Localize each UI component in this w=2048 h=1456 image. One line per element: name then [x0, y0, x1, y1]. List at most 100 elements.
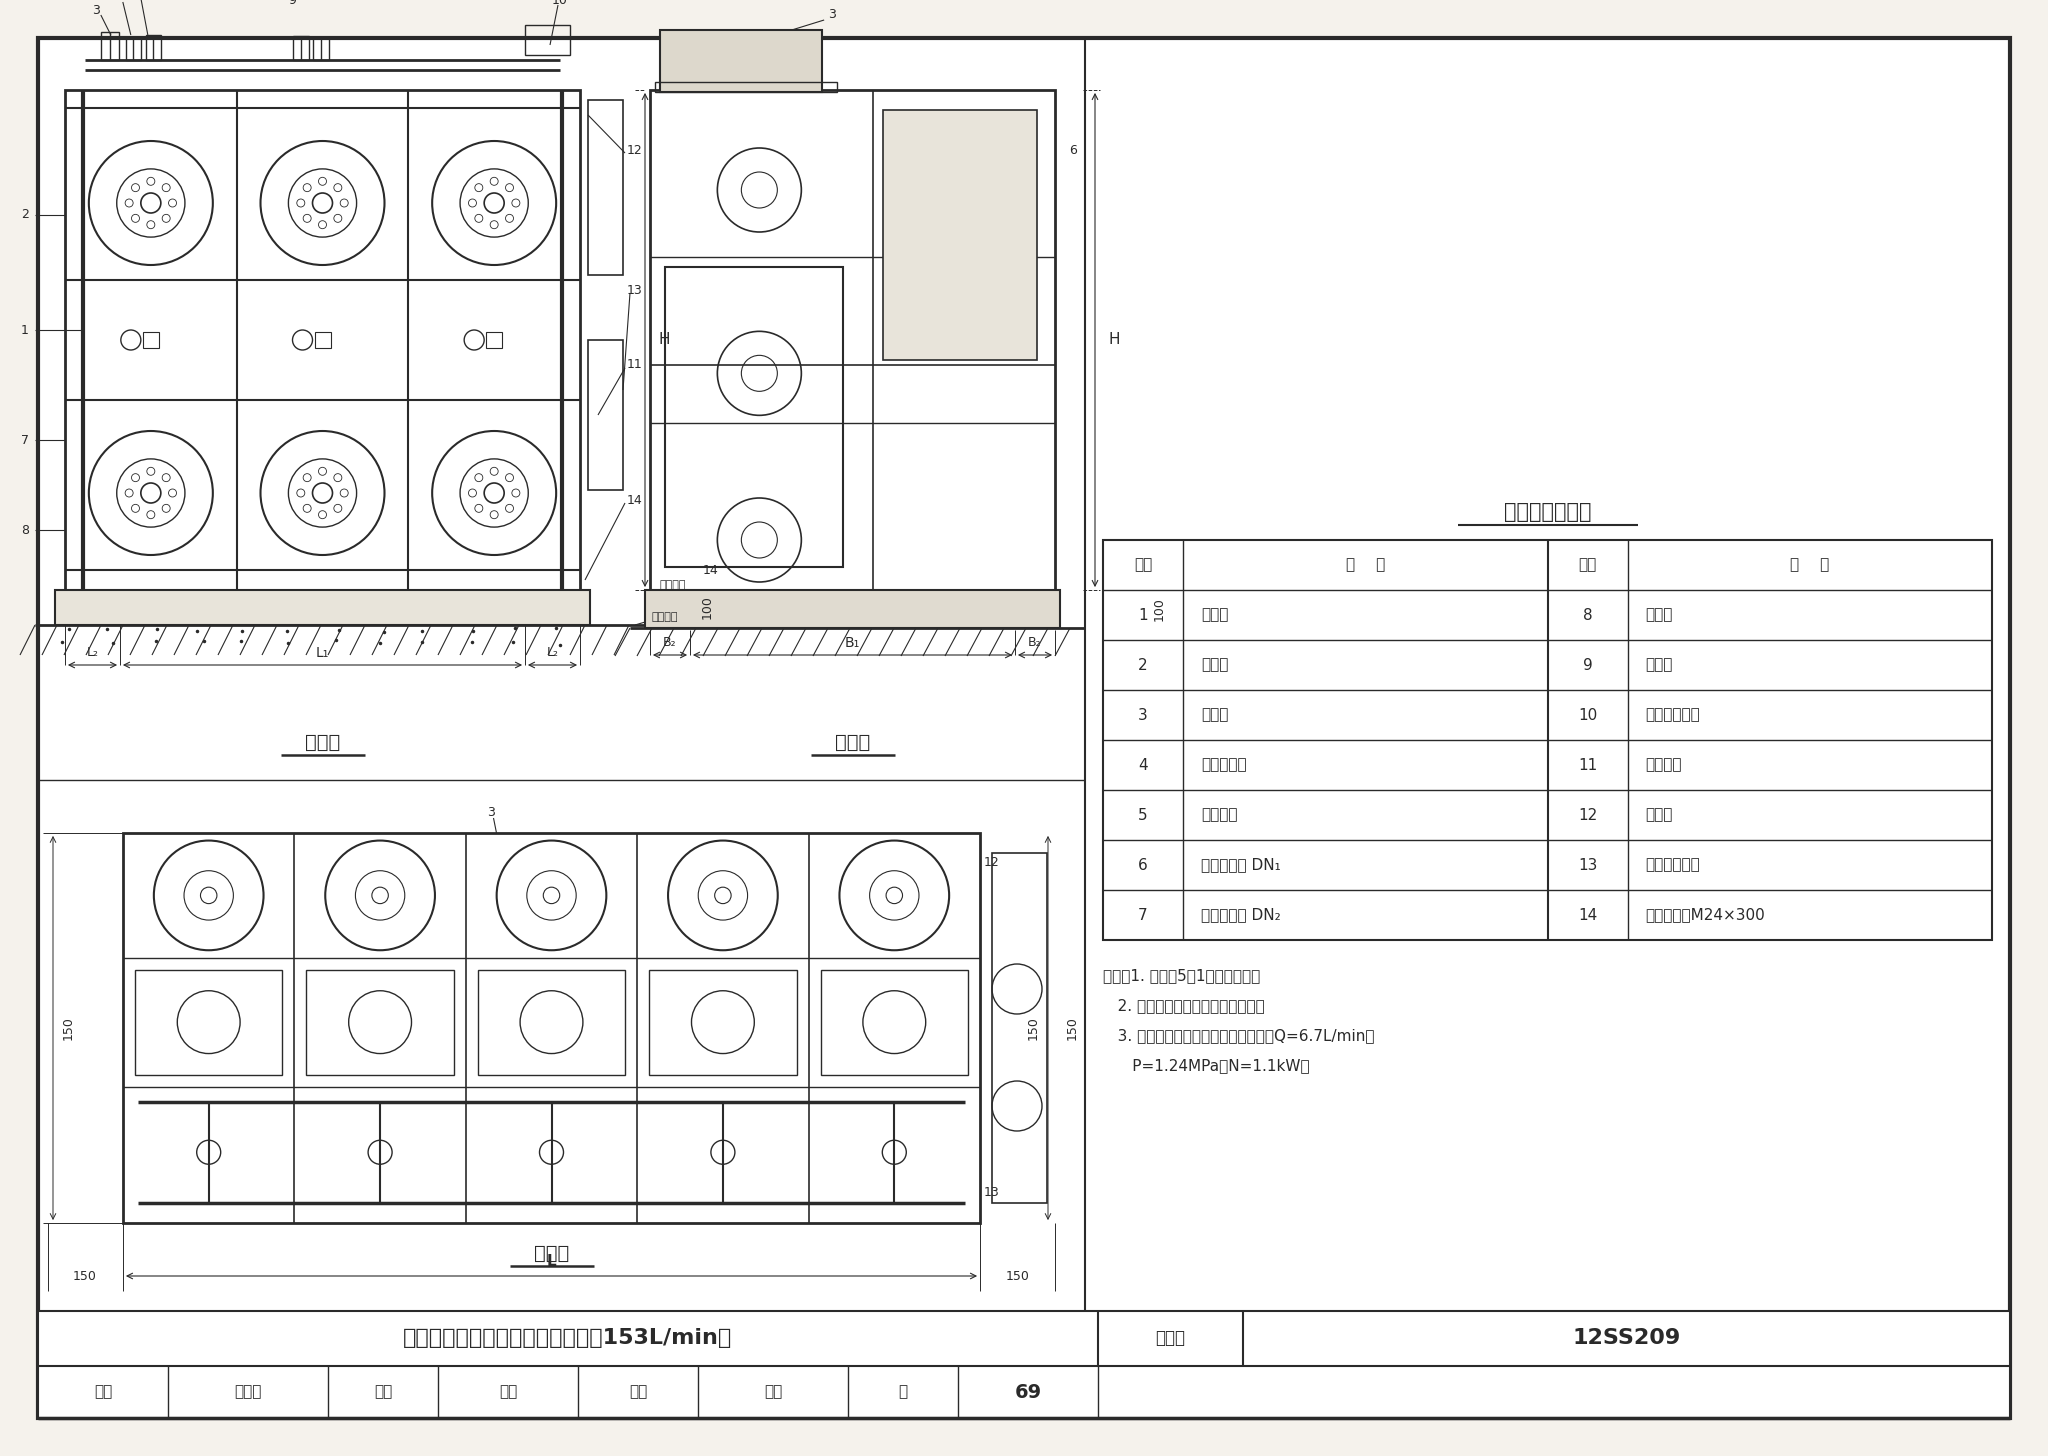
Text: 3: 3	[487, 807, 496, 820]
Text: 9: 9	[1583, 658, 1593, 673]
Bar	[645, 590, 1061, 628]
Bar	[313, 38, 328, 60]
Text: 14: 14	[627, 494, 643, 507]
Text: B₂: B₂	[1028, 636, 1042, 649]
Text: 安全阀: 安全阀	[1200, 658, 1229, 673]
Text: L: L	[547, 1255, 557, 1270]
Text: 12: 12	[985, 856, 999, 869]
Text: 泵组出水管 DN₂: 泵组出水管 DN₂	[1200, 907, 1280, 923]
Circle shape	[141, 483, 162, 502]
Bar	[1104, 540, 1993, 941]
Circle shape	[715, 887, 731, 904]
Text: 压力开关: 压力开关	[1200, 808, 1237, 823]
Bar	[649, 970, 797, 1075]
Text: 9: 9	[289, 0, 297, 6]
Bar	[100, 32, 119, 60]
Text: 泵组主要部件表: 泵组主要部件表	[1503, 502, 1591, 523]
Bar	[123, 833, 981, 1223]
Text: 洪勇: 洪勇	[764, 1385, 782, 1399]
Text: 2: 2	[20, 208, 29, 221]
Text: 水泵电机支架: 水泵电机支架	[1645, 708, 1700, 722]
Circle shape	[483, 194, 504, 213]
Text: 8: 8	[1583, 607, 1591, 623]
Text: 100: 100	[700, 596, 715, 619]
Text: 11: 11	[1577, 757, 1597, 773]
Text: 压力表: 压力表	[1200, 607, 1229, 623]
Bar	[43, 785, 1061, 1302]
Text: 4: 4	[1139, 757, 1147, 773]
Bar	[588, 100, 623, 275]
Bar	[649, 90, 1055, 590]
Text: 10: 10	[553, 0, 567, 6]
Text: 前视图: 前视图	[305, 732, 340, 751]
Text: 高压泵: 高压泵	[1200, 708, 1229, 722]
Text: 稳压泵: 稳压泵	[1645, 808, 1673, 823]
Text: L₂: L₂	[86, 646, 98, 660]
Text: 3. 泵组中配置的稳压泵技术参数为：Q=6.7L/min，: 3. 泵组中配置的稳压泵技术参数为：Q=6.7L/min，	[1104, 1028, 1374, 1042]
Text: 3: 3	[1139, 708, 1147, 722]
Text: L₂: L₂	[547, 646, 559, 660]
Text: 5: 5	[1139, 808, 1147, 823]
Bar	[524, 25, 569, 55]
Bar	[66, 90, 580, 590]
Circle shape	[313, 483, 332, 502]
Text: 名    称: 名 称	[1346, 558, 1384, 572]
Text: 10: 10	[1577, 708, 1597, 722]
Bar	[45, 38, 639, 780]
Text: 13: 13	[1577, 858, 1597, 872]
Text: 13: 13	[627, 284, 643, 297]
Bar	[307, 970, 455, 1075]
Text: 150: 150	[1026, 1016, 1040, 1040]
Bar	[588, 341, 623, 491]
Circle shape	[887, 887, 903, 904]
Bar	[883, 111, 1036, 360]
Text: 泵房地坪: 泵房地坪	[651, 612, 678, 622]
Text: 设计: 设计	[629, 1385, 647, 1399]
Bar	[55, 590, 590, 625]
Text: 12: 12	[1577, 808, 1597, 823]
Bar	[135, 970, 283, 1075]
Text: 审核: 审核	[94, 1385, 113, 1399]
Text: 减震器: 减震器	[1645, 658, 1673, 673]
Text: 12SS209: 12SS209	[1573, 1328, 1681, 1348]
Text: 150: 150	[61, 1016, 74, 1040]
Circle shape	[373, 887, 389, 904]
Text: 泵房地坪: 泵房地坪	[659, 579, 686, 590]
Text: 说明：1. 本图扡5主1备泵组编制。: 说明：1. 本图扡5主1备泵组编制。	[1104, 968, 1260, 983]
Circle shape	[201, 887, 217, 904]
Text: 泵组进水管 DN₁: 泵组进水管 DN₁	[1200, 858, 1280, 872]
Text: L₁: L₁	[315, 646, 330, 660]
Bar	[143, 332, 160, 348]
Text: 2. 水泵控制柜在泵组外单独设置。: 2. 水泵控制柜在泵组外单独设置。	[1104, 997, 1266, 1013]
Text: 鄂红林: 鄂红林	[233, 1385, 262, 1399]
Text: 6: 6	[1139, 858, 1147, 872]
Circle shape	[313, 194, 332, 213]
Text: H: H	[659, 332, 670, 348]
Circle shape	[483, 483, 504, 502]
Text: 11: 11	[627, 358, 643, 371]
Bar	[991, 853, 1047, 1203]
Circle shape	[141, 194, 162, 213]
Text: 地脚螺栓　M24×300: 地脚螺栓 M24×300	[1645, 907, 1765, 923]
Bar	[655, 82, 838, 92]
Text: 6: 6	[1069, 144, 1077, 156]
Text: 回流管: 回流管	[1645, 607, 1673, 623]
Bar	[315, 332, 330, 348]
Text: 名    称: 名 称	[1790, 558, 1829, 572]
Text: 4: 4	[117, 0, 125, 3]
Text: 3: 3	[827, 9, 836, 22]
Text: 69: 69	[1014, 1383, 1042, 1402]
Text: 泵组底座: 泵组底座	[1645, 757, 1681, 773]
Text: 100: 100	[1153, 597, 1165, 620]
Text: 编号: 编号	[1135, 558, 1153, 572]
Text: 平面图: 平面图	[535, 1243, 569, 1262]
Text: 13: 13	[985, 1187, 999, 1200]
Text: 编号: 编号	[1579, 558, 1597, 572]
Text: 1: 1	[1139, 607, 1147, 623]
Text: 6: 6	[309, 0, 317, 1]
Circle shape	[543, 887, 559, 904]
Text: H: H	[1110, 332, 1120, 348]
Text: 150: 150	[1065, 1016, 1079, 1040]
Text: 14: 14	[1577, 907, 1597, 923]
Text: 1: 1	[20, 323, 29, 336]
